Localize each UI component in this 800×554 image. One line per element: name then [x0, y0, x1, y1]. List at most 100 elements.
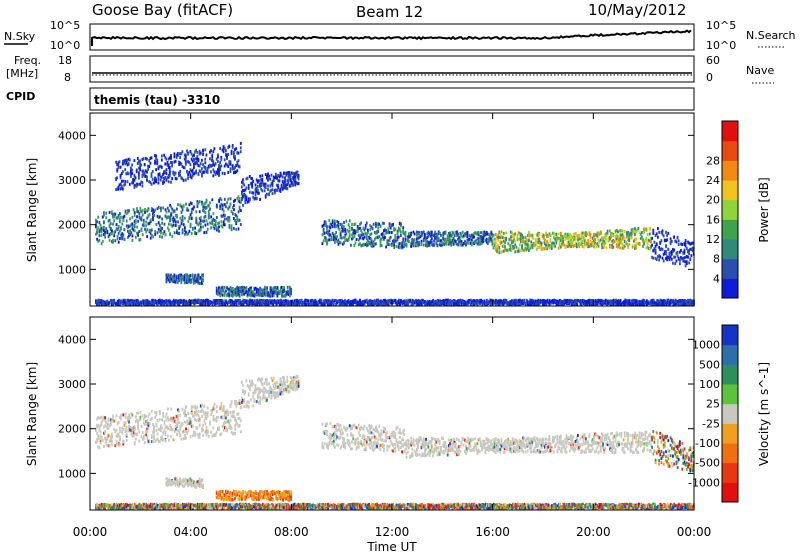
power-cell — [343, 240, 345, 244]
power-cell — [187, 274, 189, 278]
power-cell — [542, 233, 545, 237]
power-cell — [478, 235, 481, 239]
power-cell — [595, 233, 598, 237]
power-cell — [171, 164, 173, 168]
power-cell — [128, 209, 130, 213]
power-cell — [528, 237, 530, 241]
power-cell — [164, 170, 167, 174]
power-cell — [123, 214, 126, 218]
power-cell — [627, 243, 630, 247]
power-cell — [261, 178, 264, 182]
power-cell — [334, 233, 336, 237]
power-cell — [449, 234, 451, 238]
power-cell — [359, 222, 361, 226]
power-cell — [95, 232, 97, 236]
power-cell — [169, 203, 171, 207]
power-cell — [530, 240, 533, 244]
power-cell — [383, 233, 385, 237]
power-cell — [444, 230, 447, 234]
power-cell — [287, 173, 290, 177]
power-cell — [231, 212, 234, 216]
power-cell — [152, 181, 155, 185]
power-cell — [583, 239, 586, 243]
power-cell — [355, 238, 358, 241]
power-cell — [586, 232, 588, 236]
power-cell — [339, 302, 342, 306]
power-cell — [162, 299, 165, 303]
power-cell — [429, 239, 432, 243]
power-cell — [460, 242, 463, 246]
power-cell — [226, 286, 228, 290]
power-cell — [242, 189, 244, 192]
power-cell — [222, 150, 225, 154]
power-cell — [277, 289, 280, 293]
power-cell — [163, 222, 166, 226]
power-cell — [233, 290, 235, 294]
power-cell — [221, 293, 224, 297]
power-cell — [148, 221, 151, 225]
power-cell — [157, 299, 160, 303]
power-cell — [209, 163, 211, 167]
power-cell — [157, 177, 160, 181]
power-cell — [446, 236, 449, 240]
power-cell — [210, 149, 212, 153]
power-cell — [328, 225, 331, 229]
power-cell — [212, 162, 215, 166]
power-cell — [589, 235, 592, 239]
power-cell — [146, 170, 148, 174]
power-cell — [387, 242, 390, 246]
power-cell — [180, 273, 183, 277]
power-cell — [243, 300, 246, 304]
power-cell — [195, 148, 197, 152]
power-cell — [138, 160, 140, 164]
power-cell — [634, 244, 636, 248]
power-cell — [147, 208, 150, 212]
power-cell — [347, 230, 350, 234]
power-cell — [412, 244, 415, 248]
power-cell — [265, 303, 268, 307]
power-cell — [345, 219, 348, 223]
power-cell — [499, 239, 502, 243]
power-cell — [324, 236, 327, 240]
power-cell — [480, 231, 482, 235]
power-cell — [252, 179, 255, 183]
power-cell — [283, 286, 286, 289]
power-cell — [591, 236, 594, 240]
power-cell — [191, 300, 193, 304]
power-cell — [217, 226, 219, 230]
power-cell — [163, 176, 165, 180]
power-cell — [215, 203, 218, 207]
power-cell — [621, 229, 624, 233]
power-cell — [389, 226, 392, 230]
power-cell — [627, 231, 630, 234]
power-cell — [228, 144, 231, 148]
power-cell — [170, 180, 172, 184]
power-cell — [279, 286, 282, 290]
power-cell — [115, 223, 118, 227]
power-cell — [593, 236, 595, 240]
power-cell — [120, 184, 123, 188]
power-cell — [297, 299, 300, 303]
power-cell — [307, 299, 310, 303]
power-cell — [228, 160, 231, 164]
power-cell — [124, 182, 127, 186]
power-cell — [107, 235, 110, 239]
power-cell — [174, 280, 177, 284]
power-cell — [97, 215, 100, 219]
power-cell — [377, 235, 380, 239]
power-cell — [220, 292, 223, 296]
power-cell — [537, 246, 539, 250]
power-cell — [641, 231, 643, 234]
power-cell — [448, 233, 450, 237]
power-cell — [187, 176, 189, 180]
power-cell — [267, 303, 270, 307]
power-cell — [99, 223, 102, 227]
power-cell — [226, 217, 228, 221]
power-cell — [170, 205, 173, 209]
power-cell — [361, 302, 364, 306]
power-cell — [402, 240, 405, 244]
power-cell — [642, 244, 644, 248]
power-cell — [143, 171, 146, 175]
power-cell — [154, 180, 156, 184]
power-cell — [435, 242, 438, 245]
